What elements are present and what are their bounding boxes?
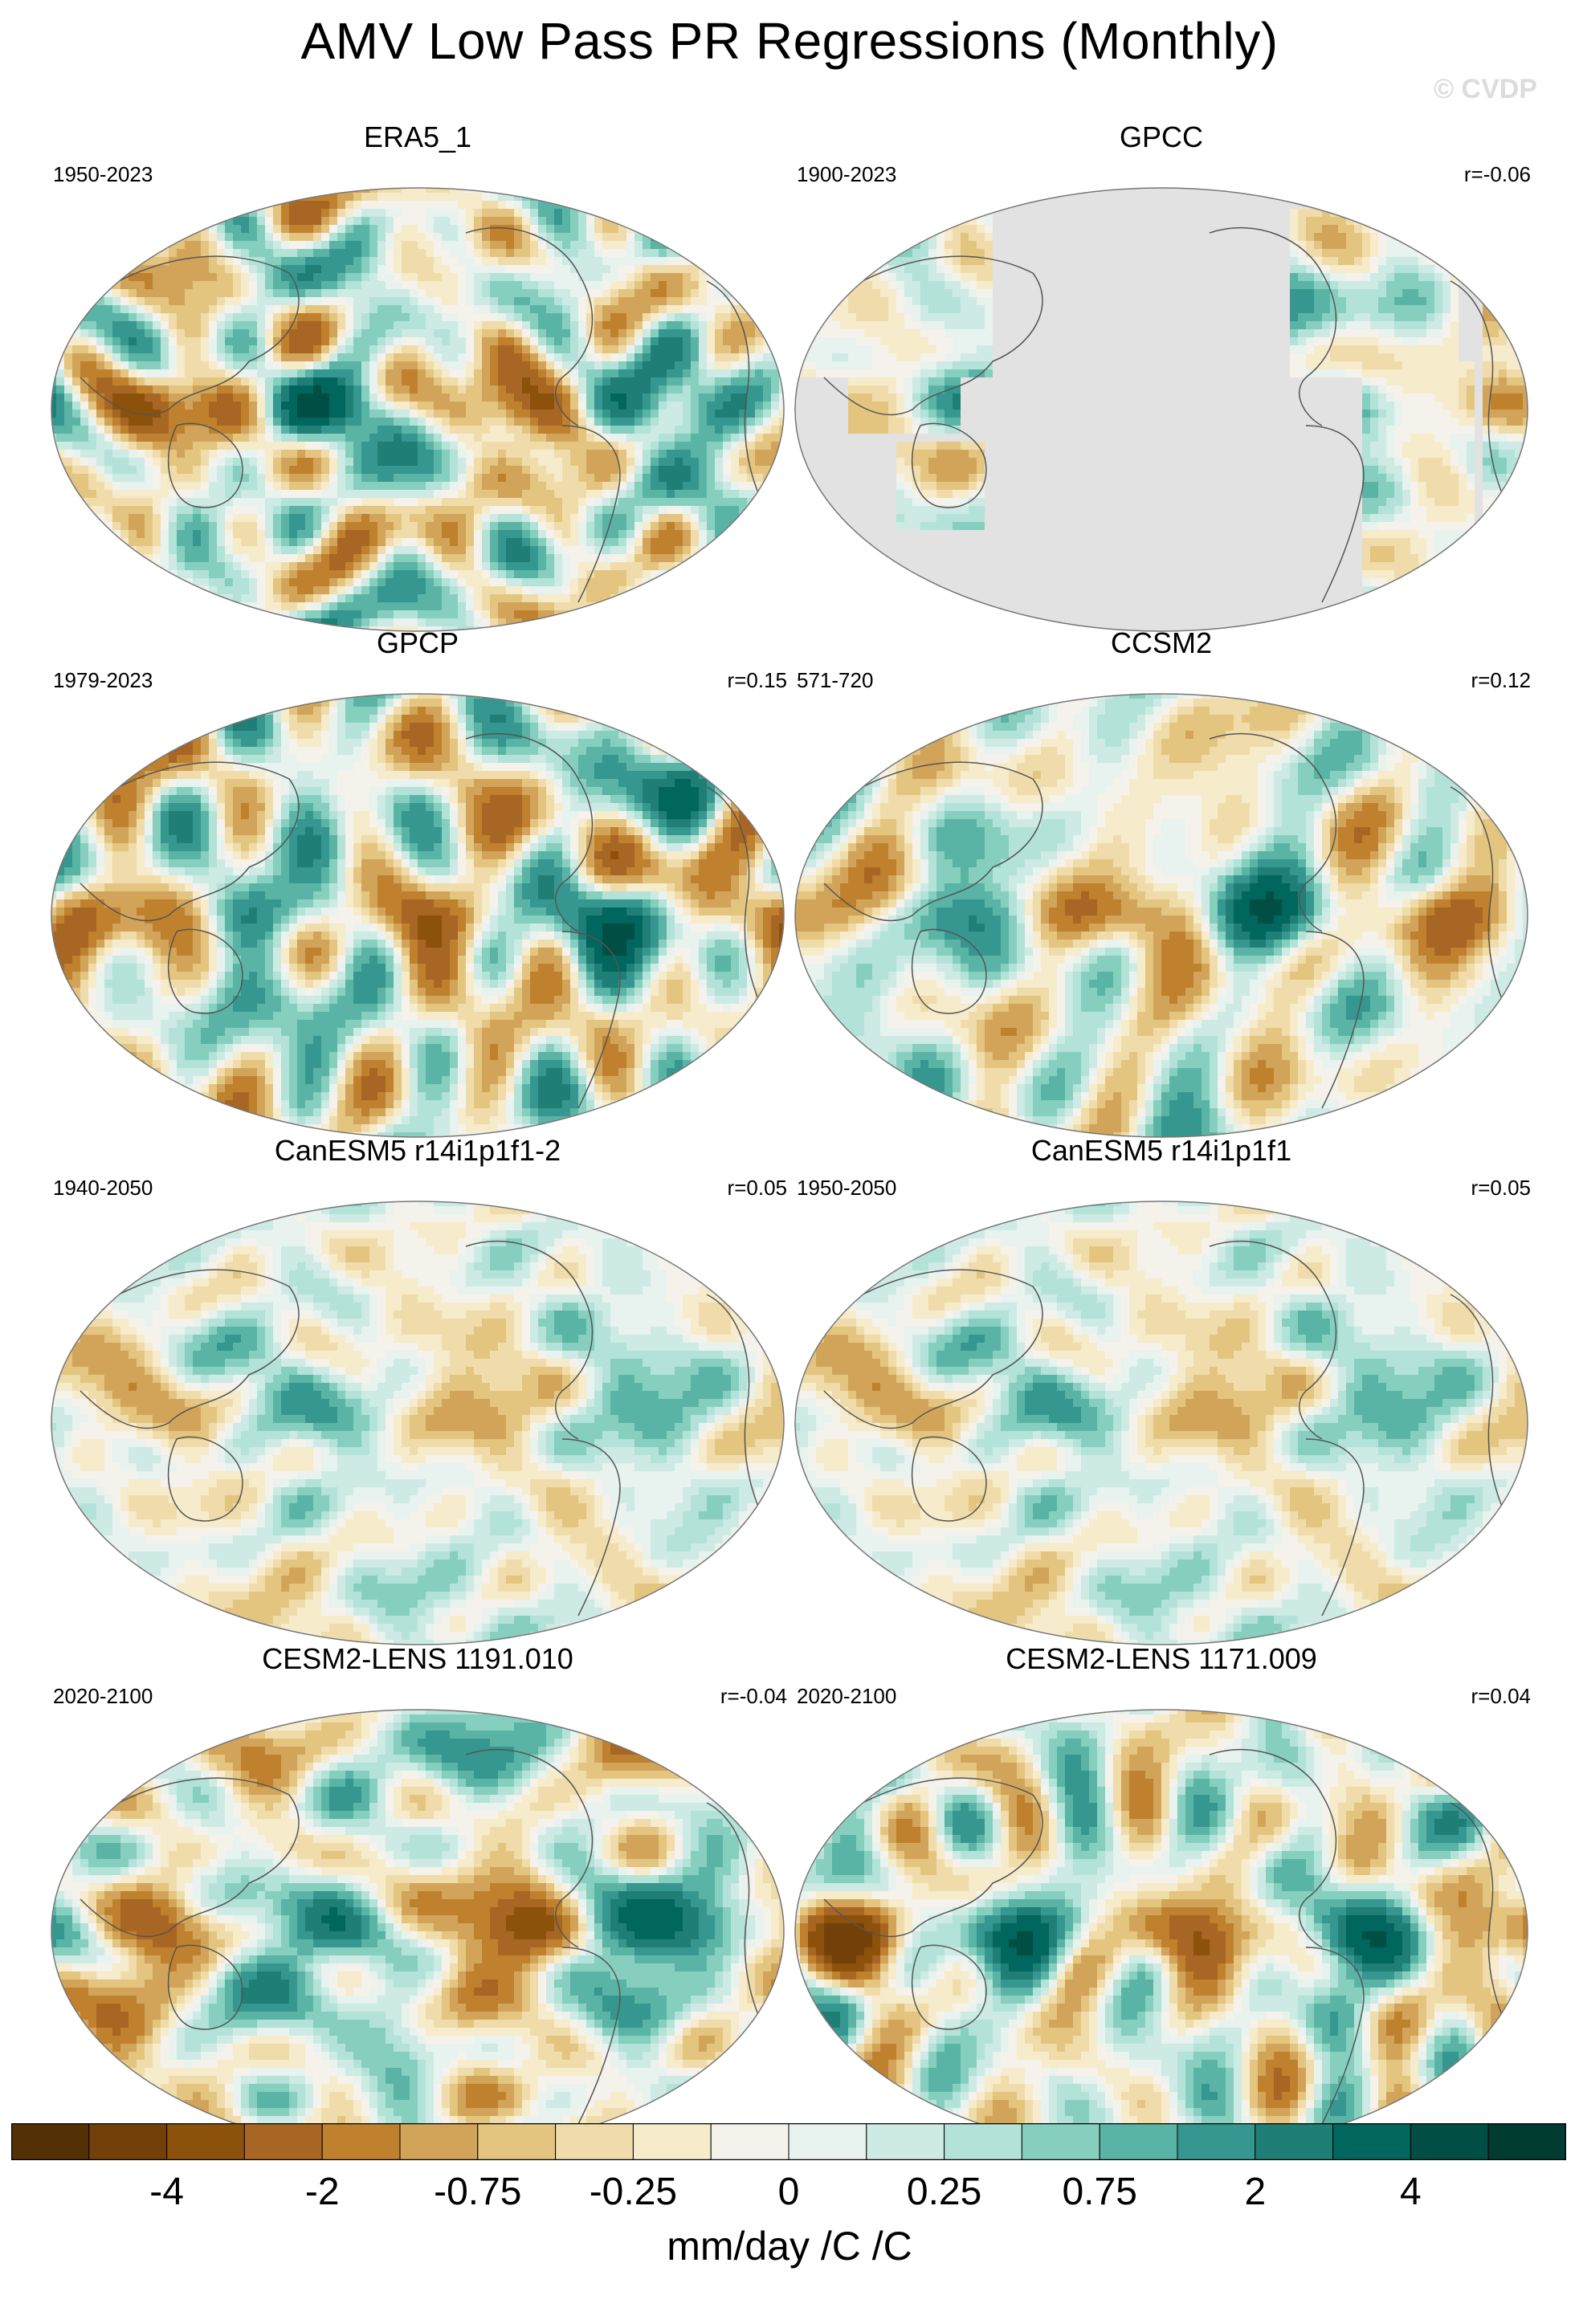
panel-years: 1950-2050: [797, 1176, 896, 1201]
colorbar-units: mm/day /C /C: [0, 2223, 1579, 2269]
colorbar-tick-label: 0.25: [907, 2170, 981, 2214]
panel-title: CCSM2: [792, 626, 1531, 660]
coastlines: [823, 1240, 1516, 1617]
colorbar-swatch: [166, 2123, 245, 2160]
colorbar-swatch: [1332, 2123, 1411, 2160]
coastlines: [80, 1240, 772, 1617]
map-panel-cesm2a: CESM2-LENS 1191.010 2020-2100 r=-0.04: [48, 1642, 787, 2154]
robinson-map: [51, 187, 785, 632]
coastlines: [823, 732, 1516, 1109]
colorbar: [11, 2123, 1566, 2160]
coastlines: [80, 732, 772, 1109]
panel-correlation: r=0.05: [1471, 1176, 1531, 1201]
panel-title: CESM2-LENS 1171.009: [792, 1642, 1531, 1676]
colorbar-swatch: [1099, 2123, 1178, 2160]
panel-years: 1950-2023: [53, 162, 153, 187]
colorbar-swatch: [710, 2123, 790, 2160]
panel-title: CanESM5 r14i1p1f1: [792, 1134, 1531, 1168]
robinson-map: [51, 1709, 785, 2154]
figure-title: AMV Low Pass PR Regressions (Monthly): [0, 11, 1579, 71]
panel-title: GPCC: [792, 120, 1531, 154]
colorbar-swatch: [632, 2123, 712, 2160]
colorbar-swatch: [555, 2123, 634, 2160]
colorbar-tick-label: 4: [1400, 2170, 1422, 2214]
colorbar-swatch: [88, 2123, 168, 2160]
robinson-map: [794, 693, 1528, 1138]
colorbar-tick-label: -0.75: [434, 2170, 521, 2214]
colorbar-swatch: [399, 2123, 479, 2160]
colorbar-swatch: [11, 2123, 90, 2160]
panel-years: 2020-2100: [53, 1684, 153, 1709]
coastlines: [80, 1748, 772, 2125]
panel-title: GPCP: [48, 626, 787, 660]
map-panel-era5: ERA5_1 1950-2023: [48, 120, 787, 632]
coastlines: [80, 226, 772, 603]
panel-correlation: r=0.15: [728, 668, 787, 693]
panel-title: CanESM5 r14i1p1f1-2: [48, 1134, 787, 1168]
watermark: © CVDP: [1434, 74, 1537, 105]
colorbar-swatch: [1177, 2123, 1256, 2160]
panel-years: 1979-2023: [53, 668, 153, 693]
map-panel-canesm5a: CanESM5 r14i1p1f1-2 1940-2050 r=0.05: [48, 1134, 787, 1645]
robinson-map: [794, 1709, 1528, 2154]
colorbar-swatch: [477, 2123, 557, 2160]
colorbar-swatch: [243, 2123, 323, 2160]
colorbar-swatch: [788, 2123, 867, 2160]
colorbar-tick-label: -0.25: [590, 2170, 677, 2214]
panel-title: CESM2-LENS 1191.010: [48, 1642, 787, 1676]
panel-years: 1940-2050: [53, 1176, 153, 1201]
panel-correlation: r=0.05: [728, 1176, 787, 1201]
map-panel-cesm2b: CESM2-LENS 1171.009 2020-2100 r=0.04: [792, 1642, 1531, 2154]
map-panel-gpcp: GPCP 1979-2023 r=0.15: [48, 626, 787, 1138]
colorbar-swatch: [1487, 2123, 1566, 2160]
robinson-map: [51, 1201, 785, 1645]
map-panel-gpcc: GPCC 1900-2023 r=-0.06: [792, 120, 1531, 632]
colorbar-tick-label: 2: [1244, 2170, 1266, 2214]
panel-title: ERA5_1: [48, 120, 787, 154]
robinson-map: [794, 187, 1528, 632]
colorbar-swatch: [1255, 2123, 1334, 2160]
panel-correlation: r=-0.06: [1464, 162, 1531, 187]
coastlines: [823, 1748, 1516, 2125]
colorbar-swatch: [1021, 2123, 1100, 2160]
panel-years: 2020-2100: [797, 1684, 896, 1709]
robinson-map: [51, 693, 785, 1138]
colorbar-swatch: [866, 2123, 945, 2160]
colorbar-tick-label: 0: [778, 2170, 800, 2214]
colorbar-swatch: [944, 2123, 1022, 2160]
colorbar-swatch: [1410, 2123, 1489, 2160]
colorbar-tick-label: 0.75: [1062, 2170, 1136, 2214]
map-panel-ccsm2: CCSM2 571-720 r=0.12: [792, 626, 1531, 1138]
colorbar-swatch: [321, 2123, 401, 2160]
robinson-map: [794, 1201, 1528, 1645]
colorbar-tick-label: -4: [149, 2170, 184, 2214]
colorbar-tick-label: -2: [305, 2170, 340, 2214]
panel-years: 1900-2023: [797, 162, 896, 187]
panel-correlation: r=0.12: [1471, 668, 1531, 693]
map-panel-canesm5b: CanESM5 r14i1p1f1 1950-2050 r=0.05: [792, 1134, 1531, 1645]
panel-years: 571-720: [797, 668, 873, 693]
panel-correlation: r=-0.04: [720, 1684, 787, 1709]
coastlines: [823, 226, 1516, 603]
panel-correlation: r=0.04: [1471, 1684, 1531, 1709]
colorbar-tick-labels: -4 -2 -0.75 -0.25 0 0.25 0.75 2 4: [11, 2170, 1566, 2218]
